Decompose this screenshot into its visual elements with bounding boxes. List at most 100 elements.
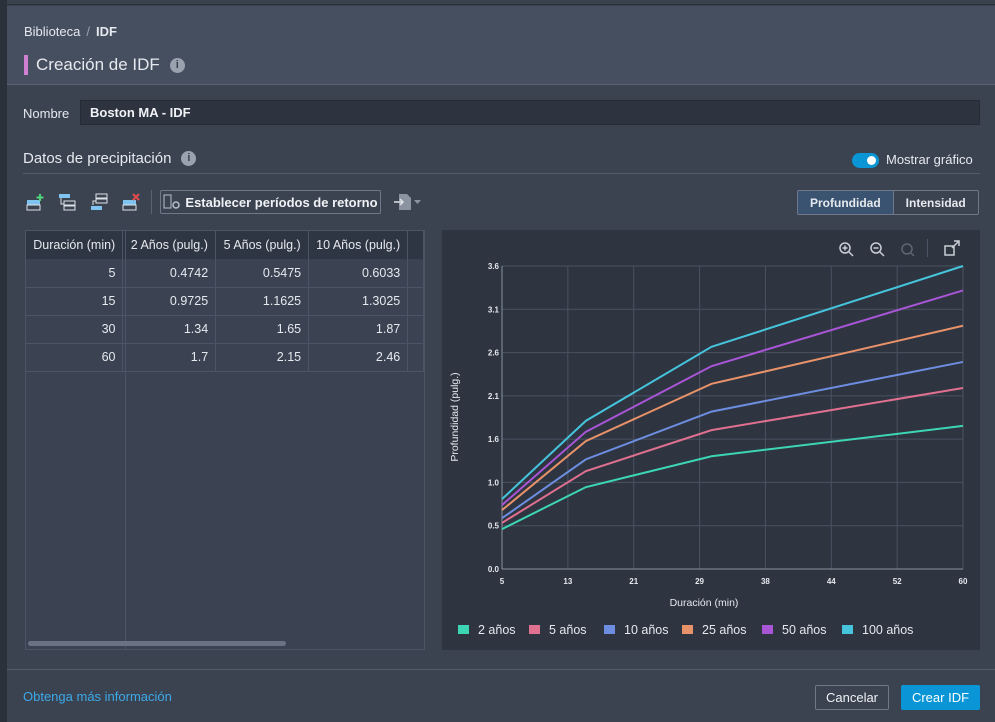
zoom-in-icon[interactable] [839,242,854,257]
table-cell[interactable]: 1.34 [122,315,217,344]
create-idf-button[interactable]: Crear IDF [901,685,980,710]
chart-panel: 0.0 0.5 1.0 1.6 2.1 2.6 3.1 3.6 5 13 21 29 38 44 52 60 2… [442,230,980,650]
divider [23,173,980,174]
mode-intensity-button[interactable]: Intensidad [905,195,966,210]
insert-row-icon[interactable] [58,193,76,211]
series-line-2-años [501,424,964,530]
x-tick-label: 44 [827,577,836,586]
table-row[interactable]: 15 0.9725 1.1625 1.3025 [26,287,424,316]
add-row-icon[interactable] [26,193,44,211]
window-top-strip [0,0,995,5]
table-cell[interactable]: 1.65 [215,315,310,344]
series-line-10-años [501,360,964,520]
table-cell[interactable]: 1.7 [122,343,217,372]
table-cell[interactable]: 0.5475 [215,259,310,288]
y-tick-label: 2.6 [488,349,500,358]
legend-label[interactable]: 50 años [782,623,826,637]
title-accent-bar [24,55,28,75]
x-tick-label: 52 [893,577,902,586]
set-return-periods-button[interactable]: Establecer períodos de retorno [160,190,381,214]
info-icon[interactable]: i [169,57,185,73]
y-tick-label: 3.6 [488,262,500,271]
header: Biblioteca / IDF Creación de IDF i [7,6,995,85]
table-cell[interactable]: 30 [26,315,124,344]
table-cell[interactable] [407,343,424,372]
column-header[interactable]: 10 Años (pulg.) [308,231,409,259]
set-return-periods-label: Establecer períodos de retorno [185,194,378,210]
expand-icon[interactable] [944,240,960,256]
show-chart-toggle[interactable] [852,153,879,168]
breadcrumb-biblioteca[interactable]: Biblioteca [24,24,81,39]
column-header[interactable]: Duración (min) [26,231,124,259]
series-line-50-años [501,289,964,506]
series-line-100-años [501,265,964,500]
table-cell[interactable]: 1.1625 [215,287,310,316]
y-tick-label: 0.5 [488,522,500,531]
y-tick-label: 1.0 [488,478,500,487]
table-cell[interactable]: 0.6033 [308,259,409,288]
x-tick-label: 29 [695,577,704,586]
table-cell[interactable] [407,259,424,288]
cancel-button[interactable]: Cancelar [815,685,889,710]
column-header[interactable] [407,231,424,259]
horizontal-scrollbar[interactable] [28,641,286,646]
table-row[interactable]: 60 1.7 2.15 2.46 [26,343,424,372]
table-cell[interactable]: 1.3025 [308,287,409,316]
legend-label[interactable]: 2 años [478,623,516,637]
page-title: Creación de IDF i [24,55,185,75]
breadcrumb-current: IDF [96,24,117,39]
x-axis-label: Duración (min) [670,597,739,609]
legend-swatch [604,625,615,634]
breadcrumb: Biblioteca / IDF [24,24,117,39]
table-cell[interactable]: 15 [26,287,124,316]
y-axis-label: Profundidad (pulg.) [449,372,461,461]
breadcrumb-separator: / [86,24,90,39]
x-tick-label: 21 [629,577,638,586]
x-tick-label: 60 [959,577,968,586]
table-cell[interactable]: 2.15 [215,343,310,372]
legend-label[interactable]: 25 años [702,623,746,637]
x-tick-label: 13 [563,577,572,586]
table-cell[interactable] [407,287,424,316]
legend-label[interactable]: 100 años [862,623,913,637]
table-cell[interactable]: 60 [26,343,124,372]
legend-label[interactable]: 5 años [549,623,587,637]
y-tick-label: 3.1 [488,305,500,314]
precipitation-table: Duración (min) 2 Años (pulg.) 5 Años (pu… [25,230,425,650]
delete-row-icon[interactable] [122,193,140,211]
series-line-25-años [501,324,964,511]
x-tick-label: 38 [761,577,770,586]
legend-swatch [458,625,469,634]
insert-row-below-icon[interactable] [90,193,108,211]
zoom-out-icon[interactable] [870,242,885,257]
column-header[interactable]: 2 Años (pulg.) [122,231,217,259]
mode-depth-button[interactable]: Profundidad [798,191,894,214]
column-header[interactable]: 5 Años (pulg.) [215,231,310,259]
table-cell[interactable]: 0.9725 [122,287,217,316]
legend-label[interactable]: 10 años [624,623,668,637]
table-cell[interactable]: 1.87 [308,315,409,344]
table-cell[interactable]: 2.46 [308,343,409,372]
table-cell[interactable]: 5 [26,259,124,288]
section-title: Datos de precipitación i [23,150,197,167]
export-dropdown-icon[interactable] [393,192,423,212]
legend-swatch [682,625,693,634]
name-input[interactable]: Boston MA - IDF [80,100,980,125]
more-info-link[interactable]: Obtenga más información [23,689,172,704]
toolbar-separator [151,190,152,214]
table-cell[interactable] [407,315,424,344]
column-settings-icon [163,194,181,209]
table-row[interactable]: 5 0.4742 0.5475 0.6033 [26,259,424,288]
info-icon[interactable]: i [181,151,197,166]
table-cell[interactable]: 0.4742 [122,259,217,288]
name-label: Nombre [23,106,70,121]
legend-swatch [762,625,773,634]
legend-swatch [529,625,540,634]
column-divider [125,231,126,649]
y-tick-label: 0.0 [488,565,500,574]
page-title-text: Creación de IDF [36,55,160,74]
mode-toggle: Profundidad Intensidad [797,190,979,215]
table-row[interactable]: 30 1.34 1.65 1.87 [26,315,424,344]
reset-zoom-icon[interactable] [901,243,915,257]
left-strip [0,0,7,722]
